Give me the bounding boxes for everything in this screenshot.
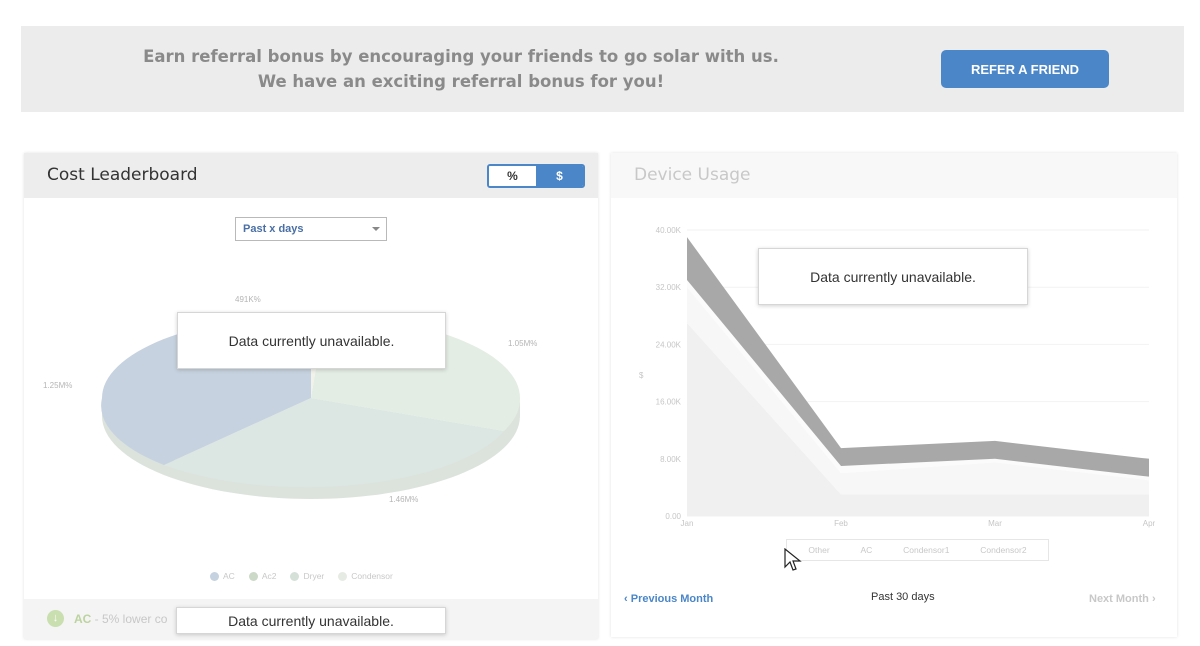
usage-legend: Other AC Condensor1 Condensor2 [786,539,1049,561]
footer-highlight: AC [74,612,92,626]
chevron-right-icon: › [1148,593,1156,605]
y-tick-label: 24.00K [656,340,682,349]
legend-label-ac: AC [223,571,235,581]
cost-leaderboard-header: Cost Leaderboard % $ [24,153,598,198]
chevron-left-icon: ‹ [624,593,631,605]
usage-legend-other[interactable]: Other [808,545,830,555]
device-usage-card: Device Usage 40.00K 32.00K 24.00K 16.00K 8.0… [611,153,1177,637]
cost-leaderboard-title: Cost Leaderboard [47,165,198,185]
next-month-label: Next Month [1089,593,1149,605]
unit-toggle: % $ [487,164,585,188]
y-axis-ticks: 40.00K 32.00K 24.00K 16.00K 8.00K 0.00 [656,226,682,521]
pie-legend-icon [248,571,258,581]
mouse-cursor-icon [784,548,802,571]
leaderboard-footer-text: AC - 5% lower co [74,612,167,626]
referral-banner-text: Earn referral bonus by encouraging your … [141,44,781,94]
usage-unavailable-overlay: Data currently unavailable. [758,248,1028,305]
chevron-down-icon [372,227,380,231]
percent-toggle-option[interactable]: % [489,166,536,186]
pie-legend-icon [210,571,219,581]
pie-slice-dryer[interactable] [164,398,504,488]
pie-label-105m: 1.05M% [508,339,538,348]
referral-banner: Earn referral bonus by encouraging your … [21,26,1184,112]
x-tick-label: Feb [834,519,848,528]
pie-legend-icon [338,571,348,581]
range-select[interactable]: Past x days [235,217,387,241]
x-tick-label: Jan [681,519,694,528]
footer-unavailable-message: Data currently unavailable. [228,612,394,629]
legend-item-dryer[interactable]: Dryer [290,571,324,581]
legend-label-ac2: Ac2 [261,571,277,581]
legend-item-ac[interactable]: AC [210,571,235,581]
pie-label-125m: 1.25M% [43,381,73,390]
pie-legend-icon [290,571,300,581]
pie-label-146m: 1.46M% [389,495,419,504]
device-usage-chart: 40.00K 32.00K 24.00K 16.00K 8.00K 0.00 Jan Feb… [639,226,1156,528]
chart-areas [687,237,1149,516]
device-usage-header: Device Usage [611,153,1177,198]
device-usage-title: Device Usage [634,165,751,185]
usage-legend-ac[interactable]: AC [860,545,873,555]
usage-unavailable-message: Data currently unavailable. [810,268,976,285]
footer-rest: - 5% lower co [91,612,168,626]
legend-item-ac2[interactable]: Ac2 [248,571,277,581]
pie-unavailable-message: Data currently unavailable. [228,332,395,349]
cost-pie-chart [101,314,521,499]
x-tick-label: Mar [988,519,1002,528]
area-series-condensor2 [687,237,1149,477]
previous-month-label: Previous Month [630,593,714,605]
referral-text-line1: Earn referral bonus by encouraging your … [143,47,779,66]
pie-legend: AC Ac2 Dryer Condensor [210,571,393,581]
area-series-ac [687,287,1149,495]
y-axis-label: $ [639,371,644,380]
range-select-value: Past x days [243,223,304,235]
legend-item-condensor[interactable]: Condensor [338,571,393,581]
dollar-toggle-option[interactable]: $ [536,166,583,186]
pie-unavailable-overlay: Data currently unavailable. [177,312,446,369]
x-axis-ticks: Jan Feb Mar Apr [681,519,1156,528]
y-tick-label: 8.00K [660,455,682,464]
period-label: Past 30 days [871,591,935,603]
x-tick-label: Apr [1143,519,1156,528]
referral-text-line2: We have an exciting referral bonus for y… [257,72,665,91]
previous-month-link[interactable]: ‹ Previous Month [624,593,713,605]
footer-unavailable-overlay: Data currently unavailable. [176,607,446,634]
refer-a-friend-button[interactable]: REFER A FRIEND [941,50,1109,88]
next-month-link[interactable]: Next Month › [1089,593,1156,605]
area-series-other [687,322,1149,516]
usage-legend-condensor2[interactable]: Condensor2 [980,545,1027,555]
pie-label-491k: 491K% [235,295,261,304]
y-tick-label: 40.00K [656,226,682,235]
y-tick-label: 0.00 [665,512,681,521]
cost-leaderboard-card: Cost Leaderboard % $ Past x days 491K% 1… [24,153,598,639]
legend-label-condensor: Condensor [351,571,393,581]
y-tick-label: 32.00K [656,283,682,292]
down-arrow-icon: ↓ [47,610,64,627]
y-tick-label: 16.00K [656,398,682,407]
usage-legend-condensor1[interactable]: Condensor1 [903,545,950,555]
legend-label-dryer: Dryer [303,571,325,581]
